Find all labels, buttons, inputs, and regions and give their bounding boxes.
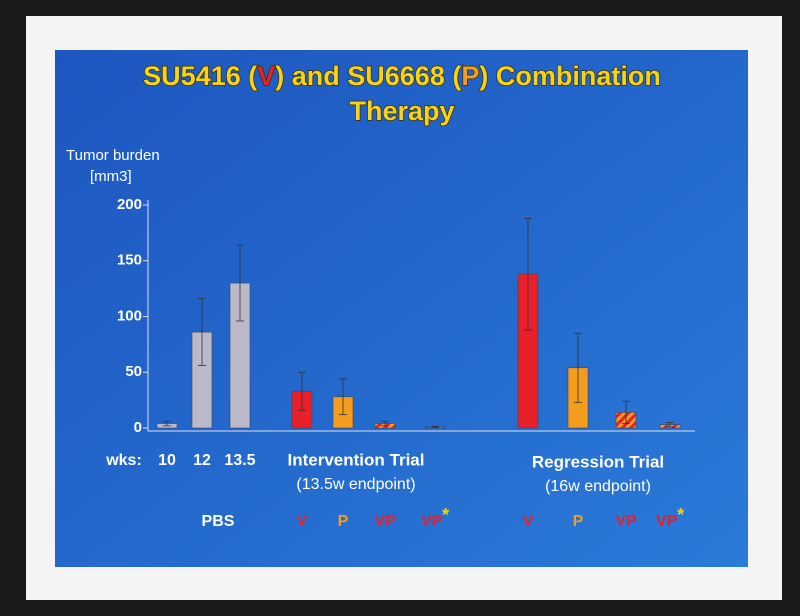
category-text: P — [573, 513, 584, 530]
group-name: Regression Trial — [532, 452, 664, 471]
group-note: (16w endpoint) — [545, 478, 651, 495]
category-label: VP* — [421, 505, 449, 530]
y-tick-label: 200 — [117, 196, 142, 213]
category-text: V — [297, 513, 308, 530]
chart-title: SU5416 (V) and SU6668 (P) Combination — [143, 61, 661, 91]
title-segment: P — [461, 61, 479, 91]
category-label: P — [573, 513, 584, 530]
title-segment: Therapy — [349, 96, 454, 126]
y-axis-label: Tumor burden — [66, 147, 160, 164]
y-tick-label: 0 — [134, 419, 142, 436]
group-name: Intervention Trial — [288, 450, 425, 469]
category-label: V — [523, 513, 534, 530]
category-text: V — [523, 513, 534, 530]
title-segment: SU5416 ( — [143, 61, 257, 91]
category-label: V — [297, 513, 308, 530]
category-text: P — [338, 513, 349, 530]
category-label: P — [338, 513, 349, 530]
y-tick-label: 50 — [125, 363, 142, 380]
category-text: 13.5 — [224, 452, 255, 469]
slide — [55, 50, 748, 567]
chart-title: Therapy — [349, 96, 454, 126]
title-segment: ) Combination — [479, 61, 660, 91]
category-text: VP — [421, 513, 443, 530]
category-label: 10 — [158, 452, 176, 469]
wks-label: wks: — [105, 452, 142, 469]
category-text: VP — [656, 513, 678, 530]
category-label: VP* — [656, 505, 684, 530]
category-note: * — [677, 505, 684, 525]
y-tick-label: 150 — [117, 252, 142, 269]
y-tick-label: 100 — [117, 307, 142, 324]
group-note: (13.5w endpoint) — [296, 476, 415, 493]
category-text: VP — [374, 513, 396, 530]
title-segment: ) and SU6668 ( — [275, 61, 461, 91]
title-segment: V — [257, 61, 275, 91]
pbs-label: PBS — [202, 513, 235, 530]
y-axis-label: [mm3] — [90, 168, 132, 185]
category-label: 13.5 — [224, 452, 255, 469]
category-label: VP — [615, 513, 637, 530]
category-text: 10 — [158, 452, 176, 469]
category-label: VP — [374, 513, 396, 530]
category-text: 12 — [193, 452, 211, 469]
category-note: * — [442, 505, 449, 525]
category-text: VP — [615, 513, 637, 530]
category-label: 12 — [193, 452, 211, 469]
